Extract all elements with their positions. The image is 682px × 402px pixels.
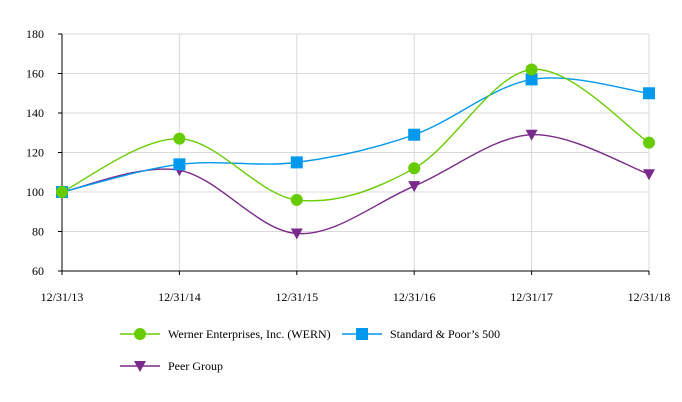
x-tick-label: 12/31/14 — [158, 290, 201, 304]
data-point-series-3 — [408, 181, 421, 193]
series-markers — [56, 63, 655, 240]
data-point-series-2 — [525, 73, 538, 86]
data-point-series-1 — [525, 63, 538, 76]
legend-swatch-marker — [134, 361, 146, 372]
x-tick-labels: 12/31/13 12/31/14 12/31/15 12/31/16 12/31/17… — [41, 290, 671, 304]
x-tick-label: 12/31/16 — [393, 290, 436, 304]
data-point-series-3 — [643, 169, 655, 181]
data-point-series-1 — [408, 162, 421, 175]
y-tick-label: 80 — [32, 225, 44, 239]
legend-label: Werner Enterprises, Inc. (WERN) — [168, 327, 331, 341]
data-point-series-3 — [525, 129, 538, 141]
data-point-series-1 — [643, 136, 655, 149]
legend-label: Standard & Poor’s 500 — [390, 327, 500, 341]
data-point-series-1 — [173, 132, 186, 145]
y-tick-label: 140 — [26, 106, 44, 120]
y-tick-label: 100 — [26, 185, 44, 199]
y-tick-label: 160 — [26, 67, 44, 81]
y-tick-label: 180 — [26, 27, 44, 41]
legend-swatch-marker — [356, 328, 368, 340]
data-point-series-2 — [408, 128, 421, 141]
data-point-series-2 — [173, 158, 186, 171]
axes — [58, 33, 650, 275]
data-point-series-3 — [290, 228, 303, 240]
series-line-2 — [61, 77, 650, 193]
data-point-series-1 — [56, 186, 68, 198]
series-lines — [61, 68, 650, 235]
y-tick-labels: 60 80 100 120 140 160 180 — [26, 27, 44, 278]
x-tick-label: 12/31/17 — [510, 290, 553, 304]
series-line-3 — [61, 134, 650, 235]
legend-item-3: Peer Group — [120, 359, 223, 373]
data-point-series-2 — [643, 87, 655, 100]
x-tick-label: 12/31/13 — [41, 290, 84, 304]
x-tick-label: 12/31/15 — [275, 290, 318, 304]
legend-item-1: Werner Enterprises, Inc. (WERN) — [120, 327, 331, 341]
legend-item-2: Standard & Poor’s 500 — [342, 327, 500, 341]
x-tick-label: 12/31/18 — [628, 290, 671, 304]
legend-label: Peer Group — [168, 359, 223, 373]
y-tick-label: 120 — [26, 146, 44, 160]
data-point-series-2 — [290, 156, 303, 169]
data-point-series-1 — [290, 193, 303, 206]
y-tick-label: 60 — [32, 264, 44, 278]
series-line-1 — [61, 68, 650, 202]
legend: Werner Enterprises, Inc. (WERN) Standard … — [120, 327, 500, 373]
legend-swatch-marker — [134, 328, 146, 340]
